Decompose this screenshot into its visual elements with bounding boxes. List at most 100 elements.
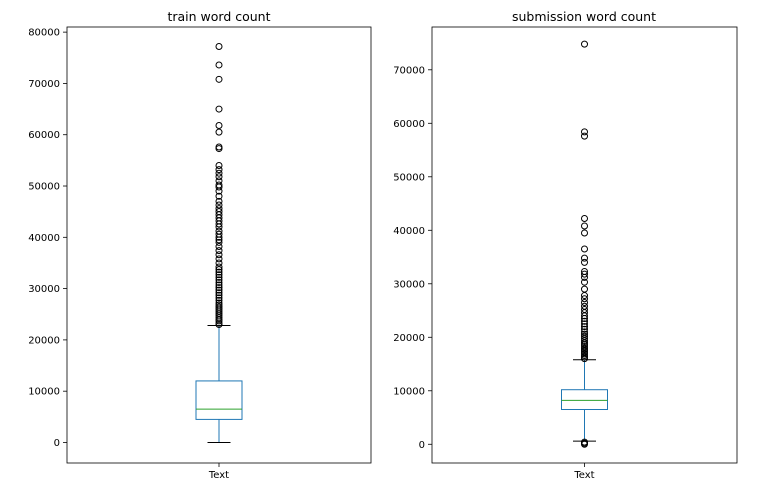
outlier-point [215, 276, 223, 284]
y-tick-label: 50000 [28, 182, 60, 193]
outlier-point [581, 295, 588, 303]
iqr-box [195, 380, 243, 420]
y-tick-label: 30000 [28, 284, 60, 295]
y-axis: 0 10000 20000 30000 40000 50000 60000 70000 [393, 65, 432, 451]
outlier-point [581, 332, 588, 340]
outlier-point [215, 173, 223, 181]
y-tick-label: 20000 [393, 333, 425, 344]
outlier-point [215, 61, 223, 69]
outlier-point [581, 278, 588, 286]
outlier-point [215, 296, 223, 304]
outlier-point [215, 247, 223, 255]
y-tick-label: 0 [419, 440, 425, 451]
outlier-point [215, 75, 223, 83]
outlier-point [581, 40, 588, 48]
outlier-point [581, 299, 588, 307]
y-tick-label: 0 [54, 438, 60, 449]
outlier-point [215, 273, 223, 281]
outlier-point [215, 268, 223, 276]
iqr-box [561, 389, 608, 411]
box-plot [561, 40, 608, 448]
outlier-point [215, 143, 223, 151]
outlier-point [215, 161, 223, 169]
outlier-point [581, 222, 588, 230]
outlier-point [581, 323, 588, 331]
outlier-point [215, 299, 223, 307]
x-axis: Text [208, 463, 229, 481]
y-tick-label: 60000 [28, 130, 60, 141]
y-tick-label: 30000 [393, 279, 425, 290]
outlier-point [581, 305, 588, 313]
chart-train-word-count: train word count 0 10000 20000 30000 40000 50… [28, 9, 372, 481]
outlier-point [581, 132, 588, 140]
outlier-point [215, 105, 223, 113]
outlier-point [215, 303, 223, 311]
chart-title: train word count [167, 9, 270, 24]
outlier-point [215, 263, 223, 271]
outlier-point [581, 245, 588, 253]
y-tick-label: 40000 [393, 226, 425, 237]
outlier-point [581, 320, 588, 328]
outlier-point [215, 259, 223, 267]
outlier-point [215, 284, 223, 292]
outlier-point [215, 230, 223, 238]
x-tick-label: Text [208, 470, 229, 481]
outlier-point [215, 255, 223, 263]
outlier-point [215, 169, 223, 177]
outlier-point [215, 294, 223, 302]
outlier-point [215, 227, 223, 235]
y-tick-label: 10000 [393, 386, 425, 397]
outlier-point [581, 258, 588, 266]
outlier-point [581, 330, 588, 338]
y-tick-label: 60000 [393, 119, 425, 130]
outlier-point [215, 243, 223, 251]
outlier-point [215, 251, 223, 259]
outlier-point [215, 289, 223, 297]
outlier-point [215, 271, 223, 279]
y-tick-label: 70000 [393, 65, 425, 76]
y-tick-label: 10000 [28, 387, 60, 398]
chart-title: submission word count [512, 9, 656, 24]
outlier-point [581, 270, 588, 278]
outlier-point [581, 285, 588, 293]
outlier-point [215, 128, 223, 136]
y-tick-label: 20000 [28, 335, 60, 346]
outlier-point [215, 266, 223, 274]
x-tick-label: Text [573, 470, 594, 481]
outlier-point [215, 281, 223, 289]
outlier-point [215, 208, 223, 216]
outlier-point [581, 229, 588, 237]
outlier-point [581, 317, 588, 325]
outlier-point [215, 166, 223, 174]
outlier-point [215, 286, 223, 294]
outlier-point [215, 121, 223, 129]
outlier-point [581, 267, 588, 275]
y-tick-label: 40000 [28, 233, 60, 244]
outlier-point [581, 438, 588, 446]
y-axis: 0 10000 20000 30000 40000 50000 60000 70000 8000… [28, 28, 67, 449]
outlier-point [215, 177, 223, 185]
x-axis: Text [573, 463, 595, 481]
y-tick-label: 80000 [28, 28, 60, 39]
outlier-point [215, 278, 223, 286]
y-tick-label: 50000 [393, 172, 425, 183]
outlier-point [215, 192, 223, 200]
outlier-point [581, 128, 588, 136]
outlier-point [215, 301, 223, 309]
outlier-point [581, 325, 588, 333]
outlier-point [215, 205, 223, 213]
outlier-point [215, 197, 223, 205]
outlier-point [581, 328, 588, 336]
y-tick-label: 70000 [28, 79, 60, 90]
plot-area-frame [431, 26, 738, 464]
outlier-point [215, 238, 223, 246]
outlier-point [215, 201, 223, 209]
box-plot [195, 42, 243, 443]
outlier-point [215, 291, 223, 299]
outlier-point [215, 42, 223, 50]
outlier-point [581, 302, 588, 310]
chart-submission-word-count: submission word count 0 10000 20000 30000 40… [393, 9, 738, 481]
outlier-point [581, 254, 588, 262]
outlier-point [581, 215, 588, 223]
